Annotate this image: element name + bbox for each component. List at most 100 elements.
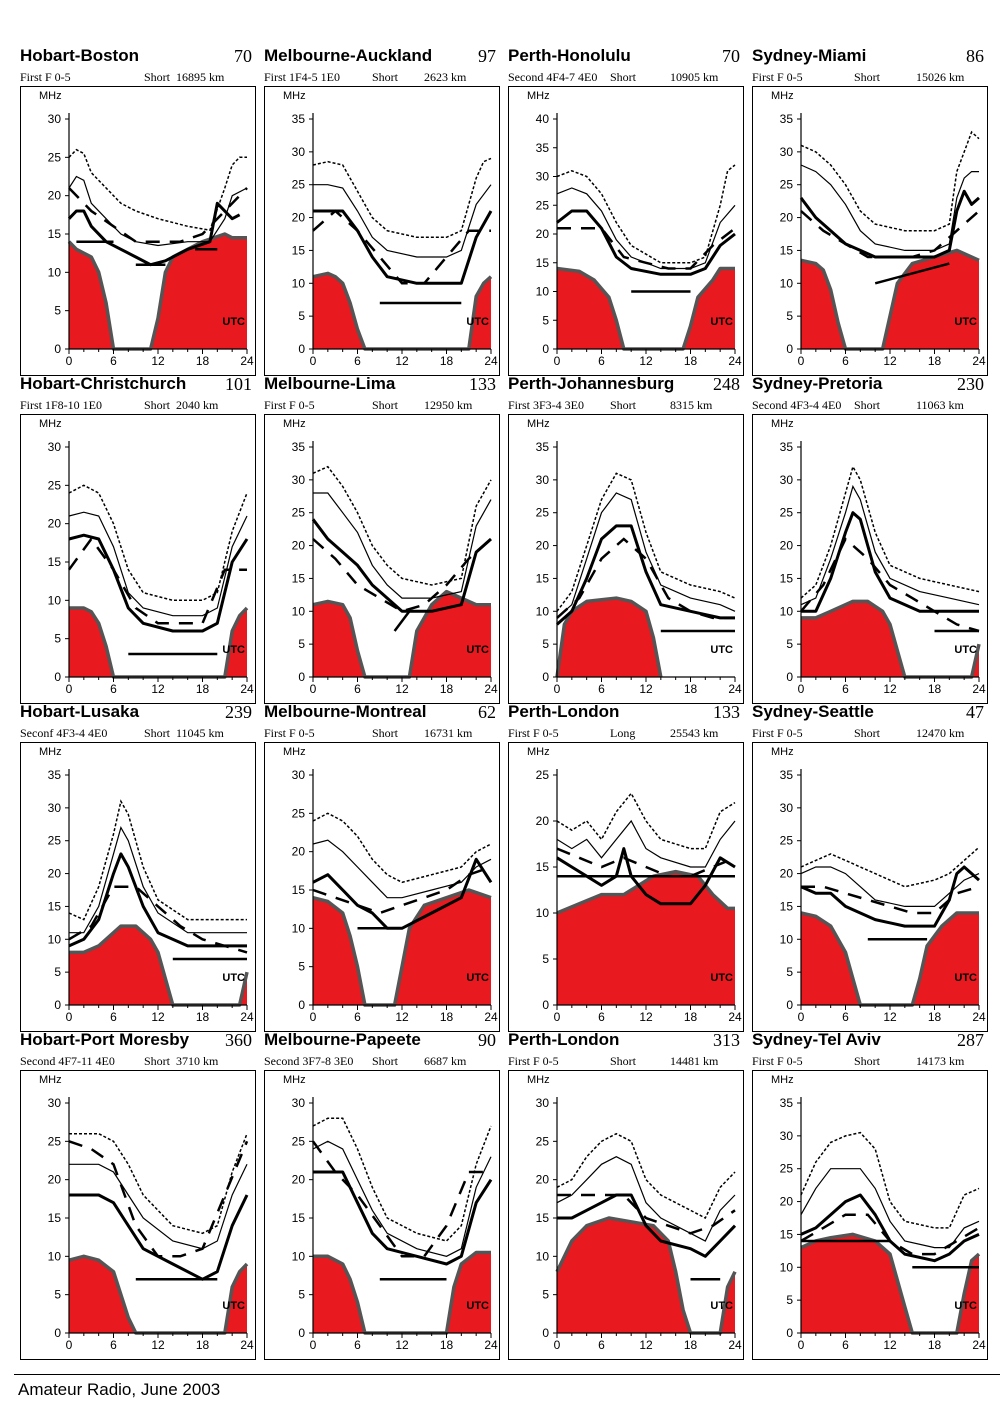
median-line — [556, 1156, 736, 1242]
y-tick-label: 0 — [786, 342, 793, 356]
median-line — [800, 1168, 980, 1249]
y-tick-label: 25 — [48, 1134, 62, 1148]
utc-label: UTC — [222, 644, 245, 656]
chart-frame: 0 5 10 15 20 25 30 35 40 0 6 12 18 24 MHz UTC — [508, 86, 744, 376]
chart-number: 62 — [478, 702, 496, 722]
chart-number: 90 — [478, 1030, 496, 1050]
x-tick-label: 0 — [554, 1010, 561, 1024]
chart-frame: 0 5 10 15 20 25 30 35 0 6 12 18 24 MHz UTC — [264, 86, 500, 376]
utc-label: UTC — [954, 972, 977, 984]
y-tick-label: 10 — [292, 921, 306, 935]
y-tick-label: 15 — [48, 1211, 62, 1225]
optimum-frequency-line — [801, 885, 980, 915]
y-tick-label: 35 — [780, 768, 794, 782]
chart-mode: Second 4F3-4 4E0 — [752, 398, 842, 412]
chart-svg: 0 5 10 15 20 25 30 0 6 12 18 24 MHz UTC — [39, 418, 254, 696]
x-tick-label: 6 — [598, 1010, 605, 1024]
chart-mode: First F 0-5 — [508, 1054, 559, 1068]
chart-mode: First F 0-5 — [752, 70, 803, 84]
y-tick-label: 15 — [48, 899, 62, 913]
lowest-frequency-line — [69, 606, 249, 679]
x-tick-label: 0 — [66, 354, 73, 368]
upper-decile-line — [800, 846, 980, 888]
y-tick-label: 15 — [292, 883, 306, 897]
y-tick-label: 0 — [54, 342, 61, 356]
absorption-fill — [801, 601, 979, 677]
y-tick-label: 10 — [48, 593, 62, 607]
muf-line — [313, 209, 493, 285]
y-tick-label: 35 — [292, 440, 306, 454]
median-line — [68, 175, 248, 247]
chart-path: Short — [144, 70, 171, 84]
chart-distance: 8315 km — [670, 398, 713, 412]
y-tick-label: 35 — [536, 440, 550, 454]
absorption-fill — [557, 598, 661, 677]
x-tick-label: 6 — [598, 354, 605, 368]
chart-panel: Hobart-Lusaka 239 Seconf 4F3-4 4E0 Short 110… — [14, 702, 258, 1034]
y-tick-label: 30 — [780, 1129, 794, 1143]
y-tick-label: 0 — [298, 998, 305, 1012]
chart-svg: 0 5 10 15 20 25 30 0 6 12 18 24 MHz UTC — [39, 90, 254, 368]
x-tick-label: 6 — [842, 682, 849, 696]
median-line — [69, 826, 247, 934]
y-tick-label: 5 — [786, 309, 793, 323]
x-tick-label: 0 — [798, 1010, 805, 1024]
absorption-fill — [313, 890, 491, 1005]
muf-line — [556, 209, 736, 276]
y-tick-label: 10 — [48, 932, 62, 946]
x-tick-label: 6 — [110, 1010, 117, 1024]
median-line — [556, 819, 736, 868]
y-tick-label: 0 — [54, 1326, 61, 1340]
y-tick-label: 5 — [298, 637, 305, 651]
y-tick-label: 25 — [780, 178, 794, 192]
chart-panel: Hobart-Boston 70 First F 0-5 Short 16895 km 0… — [14, 46, 258, 378]
x-tick-label: 0 — [66, 1010, 73, 1024]
y-tick-label: 20 — [780, 211, 794, 225]
chart-path: Short — [610, 1054, 637, 1068]
chart-title: Sydney-Miami — [752, 46, 867, 65]
y-tick-label: 0 — [542, 670, 549, 684]
y-tick-label: 10 — [780, 932, 794, 946]
median-line — [313, 492, 492, 599]
utc-label: UTC — [710, 316, 733, 328]
x-tick-label: 12 — [639, 682, 653, 696]
y-tick-label: 30 — [48, 1096, 62, 1110]
optimum-frequency-line — [68, 1140, 249, 1258]
chart-title: Hobart-Christchurch — [20, 374, 187, 393]
utc-label: UTC — [710, 1300, 733, 1312]
chart-number: 230 — [957, 374, 984, 394]
y-tick-label: 0 — [298, 342, 305, 356]
y-axis-unit: MHz — [283, 1074, 306, 1086]
y-axis-unit: MHz — [283, 746, 306, 758]
y-tick-label: 25 — [292, 806, 306, 820]
y-tick-label: 15 — [780, 899, 794, 913]
x-tick-label: 24 — [728, 1338, 742, 1352]
y-axis-unit: MHz — [39, 746, 62, 758]
y-tick-label: 25 — [536, 506, 550, 520]
chart-number: 101 — [225, 374, 252, 394]
y-tick-label: 15 — [780, 571, 794, 585]
y-tick-label: 0 — [54, 670, 61, 684]
y-tick-label: 20 — [292, 211, 306, 225]
chart-number: 287 — [957, 1030, 984, 1050]
chart-panel: Melbourne-Montreal 62 First F 0-5 Short 1673… — [258, 702, 502, 1034]
utc-label: UTC — [954, 644, 977, 656]
x-tick-label: 12 — [395, 682, 409, 696]
chart-panel: Melbourne-Auckland 97 First 1F4-5 1E0 Short… — [258, 46, 502, 378]
chart-title: Sydney-Pretoria — [752, 374, 883, 393]
x-tick-label: 24 — [972, 1338, 986, 1352]
y-tick-label: 35 — [780, 1096, 794, 1110]
chart-distance: 25543 km — [670, 726, 719, 740]
x-tick-label: 12 — [639, 1338, 653, 1352]
x-tick-label: 18 — [928, 682, 942, 696]
lowest-usable-line — [874, 262, 950, 285]
y-axis-unit: MHz — [39, 1074, 62, 1086]
y-tick-label: 0 — [786, 670, 793, 684]
y-tick-label: 30 — [780, 145, 794, 159]
chart-distance: 14481 km — [670, 1054, 719, 1068]
chart-mode: First F 0-5 — [264, 726, 315, 740]
y-tick-label: 5 — [542, 952, 549, 966]
chart-distance: 16731 km — [424, 726, 473, 740]
y-tick-label: 25 — [48, 834, 62, 848]
y-tick-label: 30 — [536, 473, 550, 487]
